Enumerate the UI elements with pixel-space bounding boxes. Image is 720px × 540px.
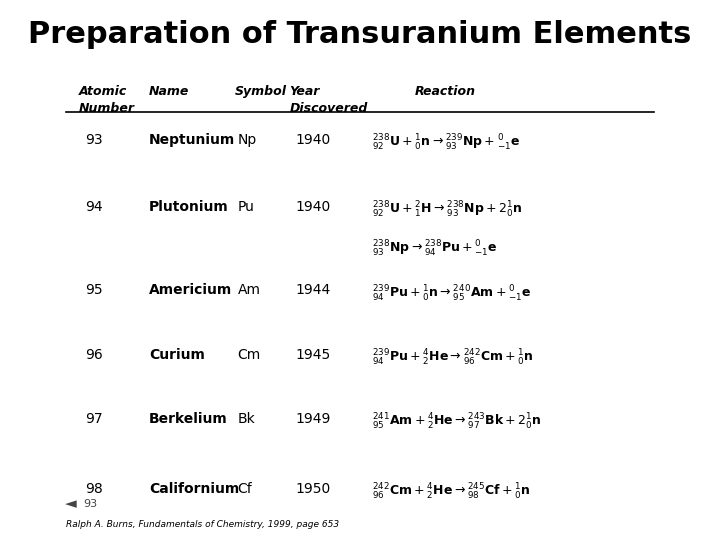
- Text: Cm: Cm: [238, 348, 261, 362]
- Text: Bk: Bk: [238, 413, 256, 427]
- Text: Ralph A. Burns, Fundamentals of Chemistry, 1999, page 653: Ralph A. Burns, Fundamentals of Chemistr…: [66, 520, 339, 529]
- Text: Californium: Californium: [149, 482, 239, 496]
- Text: 1944: 1944: [296, 284, 331, 298]
- Text: Neptunium: Neptunium: [149, 133, 235, 147]
- Text: 97: 97: [85, 413, 103, 427]
- Text: Atomic
Number: Atomic Number: [78, 85, 135, 114]
- Text: $^{238}_{92}\mathbf{U} + ^{2}_{1}\mathbf{H} \rightarrow ^{238}_{93}\mathbf{Np} +: $^{238}_{92}\mathbf{U} + ^{2}_{1}\mathbf…: [372, 200, 523, 220]
- Text: Symbol: Symbol: [235, 85, 287, 98]
- Text: 96: 96: [85, 348, 103, 362]
- Text: $^{238}_{92}\mathbf{U} + ^{1}_{0}\mathbf{n} \rightarrow ^{239}_{93}\mathbf{Np} +: $^{238}_{92}\mathbf{U} + ^{1}_{0}\mathbf…: [372, 133, 521, 153]
- Text: Name: Name: [149, 85, 189, 98]
- Text: $^{239}_{94}\mathbf{Pu} + ^{4}_{2}\mathbf{He} \rightarrow ^{242}_{96}\mathbf{Cm}: $^{239}_{94}\mathbf{Pu} + ^{4}_{2}\mathb…: [372, 348, 534, 368]
- Text: Americium: Americium: [149, 284, 232, 298]
- Text: $^{242}_{96}\mathbf{Cm} + ^{4}_{2}\mathbf{He} \rightarrow ^{245}_{98}\mathbf{Cf}: $^{242}_{96}\mathbf{Cm} + ^{4}_{2}\mathb…: [372, 482, 531, 502]
- Text: 1940: 1940: [296, 200, 331, 214]
- Text: Preparation of Transuranium Elements: Preparation of Transuranium Elements: [28, 20, 692, 49]
- Text: Year
Discovered: Year Discovered: [289, 85, 368, 114]
- Text: Pu: Pu: [238, 200, 254, 214]
- Text: $^{238}_{93}\mathbf{Np} \rightarrow ^{238}_{94}\mathbf{Pu} + ^{0}_{-1}\mathbf{e}: $^{238}_{93}\mathbf{Np} \rightarrow ^{23…: [372, 239, 498, 259]
- Text: Am: Am: [238, 284, 261, 298]
- Text: Berkelium: Berkelium: [149, 413, 228, 427]
- Text: 1940: 1940: [296, 133, 331, 147]
- Text: 1945: 1945: [296, 348, 331, 362]
- Text: Cf: Cf: [238, 482, 253, 496]
- Text: 93: 93: [84, 499, 98, 509]
- Text: $^{239}_{94}\mathbf{Pu} + ^{1}_{0}\mathbf{n} \rightarrow ^{240}_{95}\mathbf{Am} : $^{239}_{94}\mathbf{Pu} + ^{1}_{0}\mathb…: [372, 284, 531, 303]
- Text: Reaction: Reaction: [415, 85, 476, 98]
- Text: $^{241}_{95}\mathbf{Am} + ^{4}_{2}\mathbf{He} \rightarrow ^{243}_{97}\mathbf{Bk}: $^{241}_{95}\mathbf{Am} + ^{4}_{2}\mathb…: [372, 413, 542, 433]
- Text: 1949: 1949: [296, 413, 331, 427]
- Text: 95: 95: [85, 284, 103, 298]
- Text: 93: 93: [85, 133, 103, 147]
- Text: Curium: Curium: [149, 348, 204, 362]
- Text: 1950: 1950: [296, 482, 331, 496]
- Text: Plutonium: Plutonium: [149, 200, 229, 214]
- Text: ◄: ◄: [65, 496, 77, 511]
- Text: Np: Np: [238, 133, 257, 147]
- Text: 94: 94: [85, 200, 103, 214]
- Text: 98: 98: [85, 482, 103, 496]
